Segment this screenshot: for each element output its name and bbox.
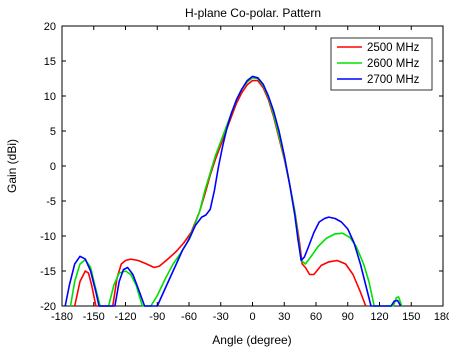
y-tick-label: -20 (40, 301, 56, 313)
y-tick-label: -10 (40, 231, 56, 243)
y-axis-label: Gain (dBi) (5, 139, 19, 193)
axis-ticks: -180-150-120-90-60-300306090120150180-20… (40, 21, 449, 323)
legend-label-2700: 2700 MHz (367, 74, 420, 86)
x-tick-label: 120 (370, 311, 388, 323)
x-tick-label: 180 (434, 311, 449, 323)
x-tick-label: 150 (402, 311, 420, 323)
chart-title: H-plane Co-polar. Pattern (185, 6, 321, 20)
x-tick-label: -30 (213, 311, 229, 323)
x-tick-label: 30 (278, 311, 290, 323)
legend-label-2500: 2500 MHz (367, 42, 420, 54)
y-tick-label: 20 (44, 21, 56, 33)
series-layer (64, 75, 403, 307)
y-tick-label: -5 (46, 196, 56, 208)
x-tick-label: -150 (83, 311, 105, 323)
series-line-2700-mhz (64, 75, 402, 307)
x-tick-label: 90 (342, 311, 354, 323)
x-tick-label: -60 (181, 311, 197, 323)
y-tick-label: -15 (40, 266, 56, 278)
legend: 2500 MHz 2600 MHz 2700 MHz (330, 37, 433, 91)
x-tick-label: 0 (249, 311, 255, 323)
y-tick-label: 5 (50, 126, 56, 138)
y-tick-label: 10 (44, 91, 56, 103)
legend-label-2600: 2600 MHz (367, 58, 420, 70)
y-tick-label: 15 (44, 56, 56, 68)
x-tick-label: -120 (114, 311, 136, 323)
x-tick-label: -90 (149, 311, 165, 323)
x-axis-label: Angle (degree) (212, 333, 291, 347)
x-tick-label: -180 (51, 311, 73, 323)
x-tick-label: 60 (310, 311, 322, 323)
y-tick-label: 0 (50, 161, 56, 173)
